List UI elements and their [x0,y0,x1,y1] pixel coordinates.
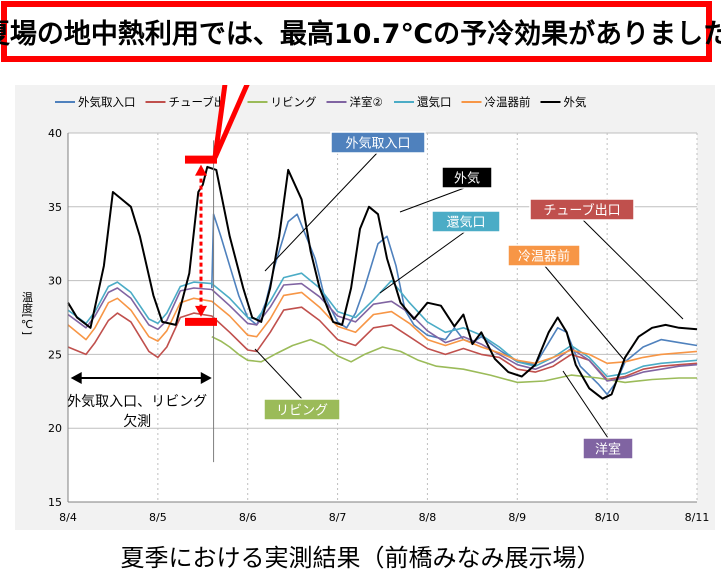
legend-label: 還気口 [417,95,452,109]
callout-label: リビング [276,404,328,419]
banner-pointer-edge-left [212,85,228,158]
missing-note-line2: 欠測 [123,414,151,430]
missing-note-line1: 外気取入口、リビング [67,394,207,410]
series-line-1 [67,306,698,381]
callout-box [330,131,426,154]
callout-leader [581,218,684,320]
x-tick-label: 8/8 [419,511,437,524]
figure-caption: 夏季における実測結果（前橋みなみ展示場） [120,544,601,572]
y-axis-label: 温度[℃] [21,291,34,335]
y-tick-label: 25 [48,348,62,361]
banner-pointer-edge-right [212,85,250,159]
callout-leader [562,370,609,439]
callout-label: 冷温器前 [518,249,570,265]
callout-leader [264,151,379,272]
headline-banner: 夏場の地中熱利用では、最高10.7℃の予冷効果がありました [0,1,721,62]
axes: 15 20 25 30 35 40 8/4 8/5 8/6 8/7 8/8 8/9 8/10 8/11 温度… [21,127,710,524]
callout-label: 洋室 [595,442,621,458]
series-lines [67,165,698,400]
callout-box [529,198,635,221]
callout-box [431,210,501,233]
y-tick-label: 40 [48,127,62,140]
temperature-chart: 外気取入口 チューブ出口 リビング 洋室② 還気口 冷温器前 外気 152025303540… [21,85,710,524]
missing-period-arrowhead-right [200,372,212,385]
callout-label: 外気 [454,171,480,187]
callout-leader [399,186,468,213]
callout-box [582,437,634,460]
y-tick-label: 15 [48,496,62,509]
x-tick-label: 8/10 [595,511,620,524]
callout-label: 外気取入口 [345,136,410,152]
series-line-2 [211,335,697,384]
series-line-6 [67,165,698,400]
x-tick-label: 8/11 [685,511,710,524]
chart-panel: 外気取入口 チューブ出口 リビング 洋室② 還気口 冷温器前 外気 15 20 25 30 35 40… [15,85,715,530]
x-tick-label: 8/9 [508,511,526,524]
legend-label: リビング [271,95,317,109]
legend-label: 外気取入口 [78,95,136,109]
legend: 外気取入口 チューブ出口 リビング 洋室② 還気口 冷温器前 外気 [55,95,587,109]
x-tick-label: 8/7 [329,511,347,524]
precool-arrowhead-down [194,305,207,317]
y-tick-label: 30 [48,275,62,288]
x-tick-label: 8/5 [149,511,167,524]
series-line-5 [67,291,698,365]
series-line-3 [67,282,698,382]
callout-box [507,244,581,267]
callout-label: 還気口 [446,215,485,231]
x-tick-label: 8/4 [59,511,77,524]
callout-leader [379,230,467,294]
legend-label: 洋室② [350,95,383,109]
headline-text: 夏場の地中熱利用では、最高10.7℃の予冷効果がありました [0,19,721,50]
y-tick-label: 35 [48,201,62,214]
precool-arrowhead-up [194,164,207,176]
x-tick-label: 8/6 [239,511,257,524]
missing-period-arrowhead-left [70,372,82,385]
callout-leader [543,264,626,362]
callout-box [441,166,493,189]
callout-label: チューブ出口 [543,203,620,219]
callout-box [263,398,341,421]
y-tick-label: 20 [48,422,62,435]
legend-label: 冷温器前 [485,95,531,109]
callout-leader [254,348,303,400]
legend-label: 外気 [564,95,587,109]
